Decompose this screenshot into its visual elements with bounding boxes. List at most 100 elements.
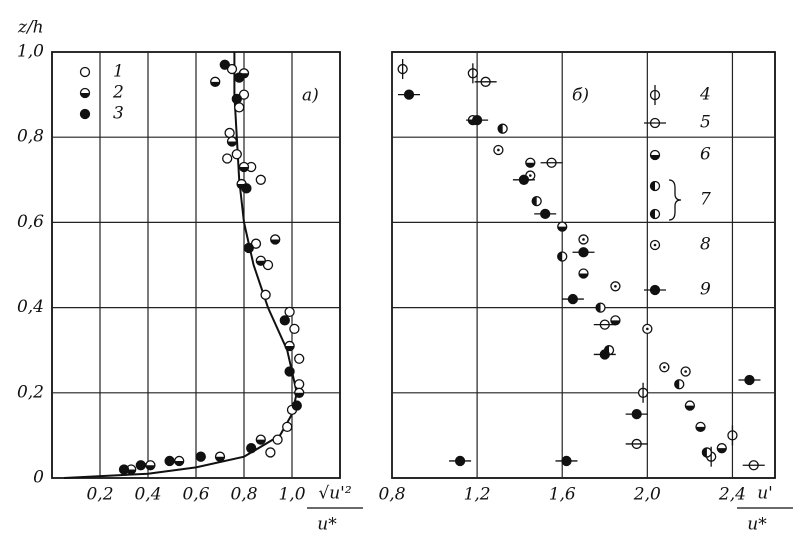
marker-shape: [289, 323, 300, 335]
data-point: [241, 183, 252, 194]
data-point: [593, 319, 616, 330]
marker-shape: [231, 93, 242, 105]
legend-symbol: [79, 108, 91, 120]
marker-shape: [241, 183, 252, 194]
data-point: [282, 421, 293, 433]
data-point: [557, 221, 568, 232]
legend-label: 5: [700, 113, 711, 133]
marker-shape: [260, 289, 271, 300]
data-point: [540, 157, 563, 168]
marker-shape: [239, 167, 249, 172]
data-point: [164, 455, 175, 467]
data-point: [716, 443, 727, 454]
data-point: [231, 149, 242, 160]
data-point: [226, 136, 238, 147]
marker-shape: [145, 465, 155, 470]
data-point: [210, 76, 221, 87]
x-axis-label-denominator: u*: [317, 515, 337, 535]
marker-shape: [272, 434, 283, 445]
data-point: [294, 379, 305, 390]
marker-shape: [282, 421, 293, 433]
x-tick-label: 0,6: [182, 485, 209, 505]
data-point: [260, 289, 271, 300]
marker-shape: [255, 174, 266, 185]
marker-shape: [684, 370, 687, 373]
x-tick-label: 1,2: [464, 485, 491, 505]
x-tick-label: 2,4: [718, 485, 746, 505]
marker-shape: [557, 251, 563, 261]
marker-shape: [265, 447, 276, 458]
x-tick-label: 1,6: [549, 485, 576, 505]
data-point: [135, 460, 146, 471]
marker-shape: [717, 448, 727, 453]
marker-shape: [294, 353, 305, 364]
legend-label: 1: [113, 62, 124, 82]
data-point: [466, 115, 489, 126]
marker-shape: [685, 405, 695, 411]
marker-shape: [270, 239, 280, 244]
data-point: [625, 438, 648, 450]
data-point: [265, 447, 276, 458]
x-tick-label: 0,8: [230, 485, 257, 505]
data-point: [214, 451, 226, 462]
marker-shape: [79, 66, 91, 78]
marker-shape: [80, 93, 90, 98]
data-point: [294, 353, 305, 364]
legend-symbol: [649, 149, 661, 161]
y-tick-label: 0,2: [17, 382, 44, 402]
marker-shape: [195, 451, 206, 462]
marker-shape: [79, 108, 91, 120]
marker-shape: [529, 174, 532, 177]
data-point: [231, 93, 242, 105]
data-point: [118, 464, 130, 475]
data-point: [145, 460, 156, 471]
x-tick-label: 0,4: [134, 485, 161, 505]
marker-shape: [284, 306, 295, 318]
data-point: [497, 123, 508, 134]
data-point: [222, 153, 233, 164]
data-point: [593, 349, 616, 360]
y-axis-label: z/h: [17, 18, 44, 38]
legend-label: 3: [113, 104, 124, 124]
data-point: [578, 234, 589, 245]
data-point: [642, 323, 653, 335]
legend-label: 8: [700, 235, 711, 255]
data-point: [284, 306, 295, 318]
data-point: [610, 281, 621, 292]
data-point: [738, 374, 761, 386]
legend-symbol: [644, 284, 666, 296]
marker-shape: [532, 196, 537, 206]
marker-shape: [614, 285, 617, 288]
y-tick-label: 0: [33, 468, 44, 488]
data-point: [279, 315, 290, 326]
legend-symbol: [644, 117, 666, 129]
data-point: [701, 447, 713, 458]
marker-shape: [650, 209, 655, 219]
data-point: [272, 434, 283, 445]
marker-shape: [215, 456, 225, 462]
data-point: [449, 455, 472, 467]
data-point: [525, 157, 536, 168]
data-point: [674, 379, 685, 390]
data-point: [270, 234, 281, 245]
marker-shape: [164, 455, 175, 467]
data-point: [555, 455, 578, 467]
data-point: [637, 382, 649, 403]
data-point: [238, 161, 250, 173]
marker-shape: [557, 226, 567, 232]
marker-shape: [294, 379, 305, 390]
data-point: [625, 408, 648, 420]
data-point: [474, 76, 497, 87]
x-tick-label: 2,0: [633, 485, 661, 505]
marker-shape: [579, 273, 588, 279]
marker-shape: [525, 162, 535, 168]
marker-shape: [653, 243, 657, 247]
data-point: [578, 268, 589, 279]
legend-label: 2: [112, 83, 124, 103]
data-point: [742, 460, 765, 471]
marker-shape: [650, 181, 655, 191]
legend-symbol: [79, 87, 91, 99]
x-tick-label: 1,0: [278, 485, 305, 505]
marker-shape: [222, 153, 233, 164]
